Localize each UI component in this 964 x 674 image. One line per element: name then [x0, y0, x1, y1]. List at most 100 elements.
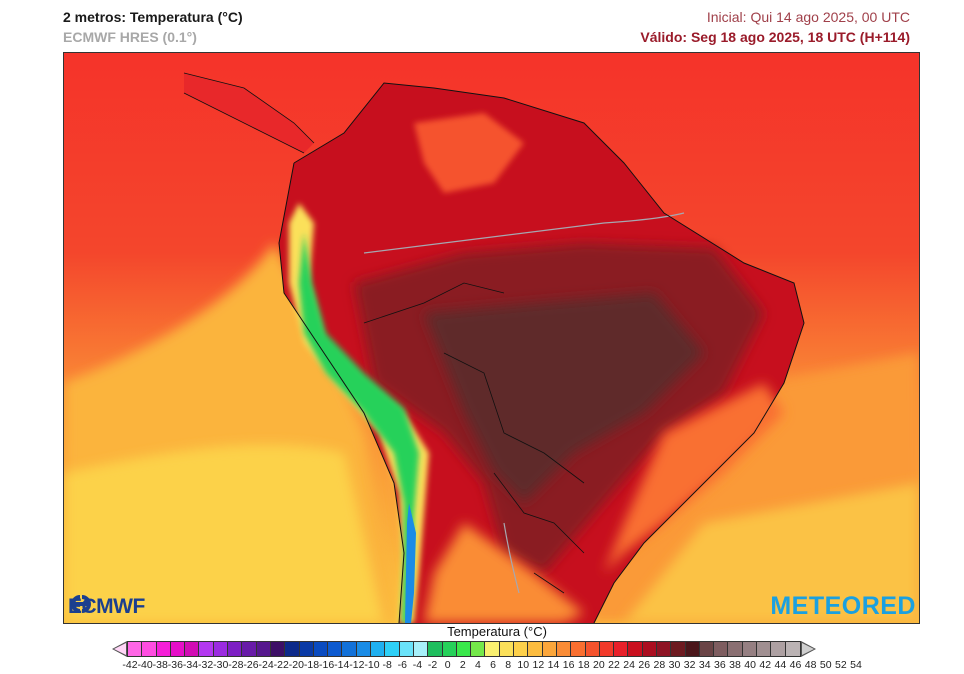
- colorbar-cell: [142, 642, 157, 656]
- colorbar-tick-label: -20: [288, 659, 304, 671]
- colorbar-tick-label: -40: [137, 659, 153, 671]
- colorbar-cell: [742, 642, 758, 656]
- colorbar-tick-label: 48: [804, 659, 817, 671]
- colorbar-tick-label: -22: [273, 659, 289, 671]
- colorbar-cell: [371, 642, 386, 656]
- colorbar-tick-label: 6: [490, 659, 496, 671]
- colorbar-cell: [599, 642, 615, 656]
- colorbar-cell: [757, 642, 772, 656]
- colorbar-tick-label: -34: [182, 659, 199, 671]
- colorbar-cell: [399, 642, 414, 656]
- colorbar-tick-label: 8: [505, 659, 512, 671]
- colorbar-tick-label: 16: [562, 659, 575, 671]
- colorbar-tick-label: 44: [774, 659, 787, 671]
- colorbar-cell: [485, 642, 500, 656]
- colorbar-tick-label: 36: [714, 659, 726, 671]
- model-label: ECMWF HRES (0.1°): [63, 29, 197, 45]
- colorbar-cell: [785, 642, 800, 656]
- colorbar-tick-label: -16: [319, 659, 335, 671]
- colorbar-tick-label: 14: [547, 659, 560, 671]
- colorbar-cell: [285, 642, 300, 656]
- colorbar-tick-label: 4: [474, 659, 481, 671]
- colorbar-tick-label: -32: [198, 659, 214, 671]
- colorbar-cell: [413, 642, 429, 656]
- colorbar-tick-label: -18: [303, 659, 320, 671]
- colorbar-tick-label: 34: [698, 659, 711, 671]
- colorbar-tick-label: 42: [759, 659, 772, 671]
- colorbar-cell: [728, 642, 743, 656]
- colorbar-cell: [528, 642, 543, 656]
- colorbar-cell: [585, 642, 600, 656]
- colorbar-tick-label: -36: [167, 659, 183, 671]
- colorbar-cell: [256, 642, 271, 656]
- colorbar-cell: [628, 642, 643, 656]
- colorbar-cell: [299, 642, 314, 656]
- colorbar-tick-label: -8: [382, 659, 392, 671]
- temperature-map[interactable]: ECMWF METEORED: [63, 52, 920, 624]
- colorbar-cell: [771, 642, 786, 656]
- colorbar-max-arrow-icon: [800, 641, 816, 657]
- colorbar-cell: [228, 642, 243, 656]
- colorbar-tick-label: 12: [532, 659, 545, 671]
- colorbar-cell: [342, 642, 357, 656]
- colorbar-tick-label: 46: [789, 659, 802, 671]
- colorbar-tick-label: -14: [334, 659, 350, 671]
- colorbar-cell: [156, 642, 171, 656]
- colorbar-cell: [499, 642, 515, 656]
- colorbar-cell: [671, 642, 686, 656]
- colorbar-tick-label: 20: [593, 659, 605, 671]
- colorbar-tick-label: -38: [152, 659, 168, 671]
- colorbar-min-arrow-icon: [112, 641, 127, 657]
- meteored-logo: METEORED: [770, 592, 916, 620]
- colorbar-tick-label: 2: [459, 659, 466, 671]
- colorbar-tick-label: -26: [243, 659, 259, 671]
- colorbar-tick-label: 50: [819, 659, 832, 671]
- colorbar-tick-label: 38: [729, 659, 741, 671]
- colorbar-cell: [571, 642, 586, 656]
- colorbar-cell: [356, 642, 372, 656]
- colorbar-title: Temperatura (°C): [447, 624, 547, 639]
- colorbar-cell: [328, 642, 343, 656]
- colorbar-cell: [199, 642, 214, 656]
- colorbar-cell: [213, 642, 229, 656]
- colorbar-tick-label: 30: [668, 659, 681, 671]
- colorbar-cell: [128, 642, 143, 656]
- colorbar-cell: [542, 642, 557, 656]
- colorbar-cell: [242, 642, 257, 656]
- chart-title: 2 metros: Temperatura (°C): [63, 9, 243, 25]
- colorbar-tick-label: -2: [427, 659, 438, 671]
- colorbar-cell: [270, 642, 286, 656]
- colorbar-tick-label: 40: [744, 659, 756, 671]
- colorbar-cell: [685, 642, 700, 656]
- colorbar-cells: [127, 641, 801, 657]
- colorbar-cell: [642, 642, 657, 656]
- colorbar-tick-label: -24: [258, 659, 274, 671]
- colorbar: [112, 641, 816, 657]
- ecmwf-logo: ECMWF: [68, 595, 145, 619]
- colorbar-tick-label: 54: [850, 659, 862, 671]
- colorbar-tick-label: 0: [444, 659, 451, 671]
- colorbar-cell: [313, 642, 329, 656]
- colorbar-tick-label: 32: [683, 659, 696, 671]
- colorbar-tick-label: -12: [349, 659, 365, 671]
- colorbar-cell: [456, 642, 472, 656]
- map-field: [64, 53, 919, 623]
- colorbar-tick-label: -10: [364, 659, 380, 671]
- colorbar-cell: [185, 642, 200, 656]
- colorbar-tick-label: -4: [412, 659, 423, 671]
- colorbar-tick-label: -42: [122, 659, 138, 671]
- colorbar-cell: [442, 642, 457, 656]
- colorbar-cell: [471, 642, 486, 656]
- colorbar-tick-label: -30: [213, 659, 229, 671]
- colorbar-tick-label: 26: [638, 659, 651, 671]
- colorbar-tick-label: -28: [228, 659, 244, 671]
- colorbar-cell: [170, 642, 186, 656]
- colorbar-tick-label: -6: [397, 659, 407, 671]
- colorbar-cell: [714, 642, 729, 656]
- colorbar-tick-label: 52: [835, 659, 847, 671]
- valid-time: Válido: Seg 18 ago 2025, 18 UTC (H+114): [640, 29, 910, 45]
- colorbar-ticks: -42 -40 -38 -36 -34 -32 -30 -28 -26 -24 -22 -20 -18-…: [118, 659, 868, 673]
- colorbar-tick-label: 22: [608, 659, 620, 671]
- colorbar-cell: [614, 642, 629, 656]
- colorbar-cell: [385, 642, 400, 656]
